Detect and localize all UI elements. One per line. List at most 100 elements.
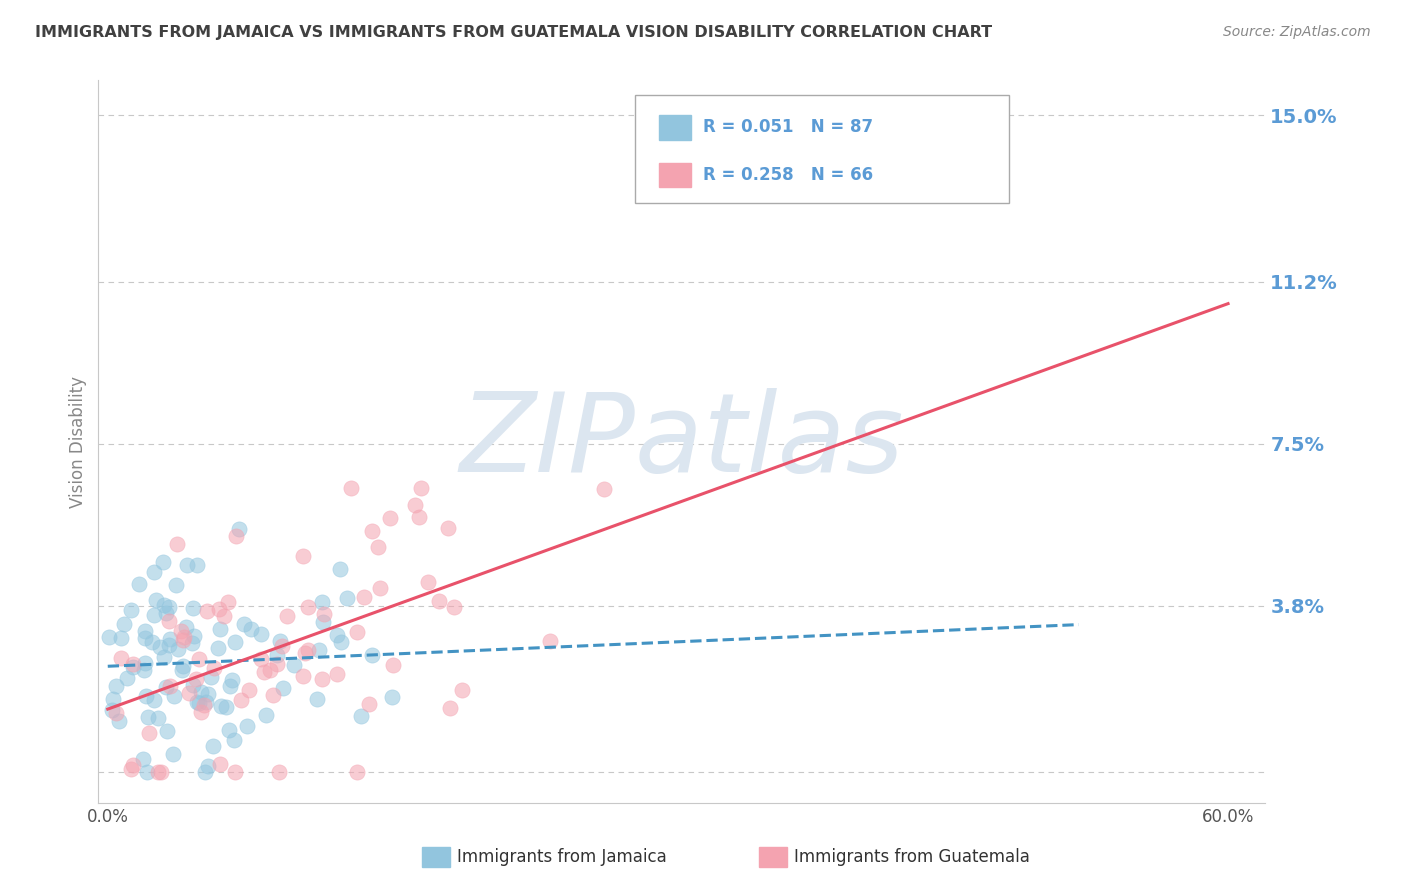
Point [232,616,254,631]
Point [357,698,380,712]
Point [105,706,128,720]
Point [181,677,204,691]
Point [270,639,292,653]
Text: R = 0.051   N = 87: R = 0.051 N = 87 [703,118,873,136]
Point [149,640,172,655]
Point [157,615,180,629]
Point [427,594,450,608]
Point [294,646,316,660]
Point [142,692,165,706]
Point [186,695,208,709]
Point [253,665,276,679]
Point [112,617,135,632]
Point [312,615,335,629]
Point [155,606,177,620]
Point [404,498,426,512]
Point [110,651,132,665]
Point [202,661,225,675]
Point [207,641,229,656]
Point [197,687,219,701]
Point [159,632,181,646]
Point [193,698,215,713]
Point [101,692,124,706]
Point [330,635,353,649]
Point [224,634,246,648]
Point [170,624,193,639]
Point [381,690,404,705]
Point [360,524,382,539]
Point [134,624,156,638]
Point [141,635,163,649]
Point [311,595,333,609]
Point [346,625,368,640]
Point [297,600,319,615]
Point [266,657,288,671]
Point [157,638,180,652]
Point [190,685,212,699]
Point [409,481,432,495]
Point [437,521,460,535]
Point [167,641,190,656]
Point [325,628,347,642]
Point [121,758,143,772]
Point [143,565,166,579]
Point [217,595,239,609]
Point [311,672,333,686]
Point [190,705,212,719]
Point [235,719,257,733]
Point [120,762,142,776]
Point [135,690,157,704]
Point [172,659,194,673]
Point [262,688,284,702]
Point [162,747,184,761]
Point [122,660,145,674]
Point [153,649,176,664]
Point [353,591,375,605]
Point [149,765,172,780]
Point [238,683,260,698]
Point [172,632,194,647]
Point [225,529,247,543]
Point [305,692,328,706]
Point [157,600,180,615]
Point [208,601,231,615]
Point [122,657,145,671]
Point [218,723,240,737]
Point [180,636,202,650]
Point [228,522,250,536]
Point [360,648,382,662]
Point [312,607,335,621]
Point [110,631,132,645]
Point [183,629,205,643]
Point [181,601,204,615]
Point [159,679,181,693]
Point [188,696,211,710]
Text: Source: ZipAtlas.com: Source: ZipAtlas.com [1223,25,1371,39]
Point [166,537,188,551]
Point [200,670,222,684]
Point [209,622,232,636]
Point [538,634,561,648]
Point [259,663,281,677]
Point [152,555,174,569]
Point [593,483,616,497]
Point [101,703,124,717]
Point [97,630,120,644]
Text: R = 0.258   N = 66: R = 0.258 N = 66 [703,166,873,184]
Point [174,620,197,634]
FancyBboxPatch shape [636,95,1008,203]
Point [172,663,194,677]
Point [346,765,368,780]
Point [209,757,232,772]
Point [240,622,263,636]
Point [134,632,156,646]
Point [214,608,236,623]
Point [250,652,273,666]
Point [336,591,359,605]
Text: IMMIGRANTS FROM JAMAICA VS IMMIGRANTS FROM GUATEMALA VISION DISABILITY CORRELATI: IMMIGRANTS FROM JAMAICA VS IMMIGRANTS FR… [35,25,993,40]
Point [173,630,195,644]
Point [215,700,238,714]
Text: Immigrants from Jamaica: Immigrants from Jamaica [457,848,666,866]
Point [326,666,349,681]
Text: Immigrants from Guatemala: Immigrants from Guatemala [794,848,1031,866]
